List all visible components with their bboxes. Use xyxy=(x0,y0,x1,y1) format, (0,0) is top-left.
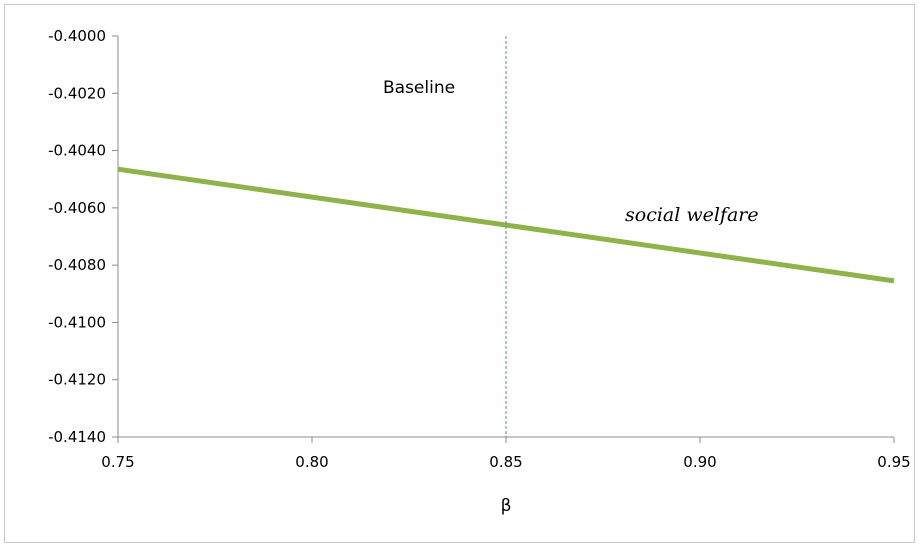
x-axis: 0.75 0.80 0.85 0.90 0.95 xyxy=(101,436,911,471)
y-tick-label: -0.4120 xyxy=(48,371,106,389)
baseline-annotation: Baseline xyxy=(383,78,455,98)
series-layer xyxy=(117,166,895,284)
x-tick-label: 0.80 xyxy=(295,453,328,471)
series-line xyxy=(117,166,895,284)
y-tick-label: -0.4000 xyxy=(48,27,106,45)
y-tick-label: -0.4140 xyxy=(48,428,106,446)
y-tick-label: -0.4080 xyxy=(48,256,106,274)
y-tick-label: -0.4100 xyxy=(48,313,106,331)
x-tick-label: 0.85 xyxy=(489,453,522,471)
x-tick-label: 0.95 xyxy=(877,453,910,471)
chart: -0.4000 -0.4020 -0.4040 -0.4060 -0.4080 -0.41… xyxy=(48,27,911,516)
x-tick-label: 0.75 xyxy=(101,453,134,471)
x-tick-label: 0.90 xyxy=(683,453,716,471)
y-tick-label: -0.4040 xyxy=(48,142,106,160)
x-axis-title: β xyxy=(501,496,512,516)
y-tick-label: -0.4060 xyxy=(48,199,106,217)
y-axis: -0.4000 -0.4020 -0.4040 -0.4060 -0.4080 -0.41… xyxy=(48,27,119,446)
y-tick-label: -0.4020 xyxy=(48,84,106,102)
series-annotation: social welfare xyxy=(625,204,759,226)
chart-frame: -0.4000 -0.4020 -0.4040 -0.4060 -0.4080 -0.41… xyxy=(4,4,915,543)
